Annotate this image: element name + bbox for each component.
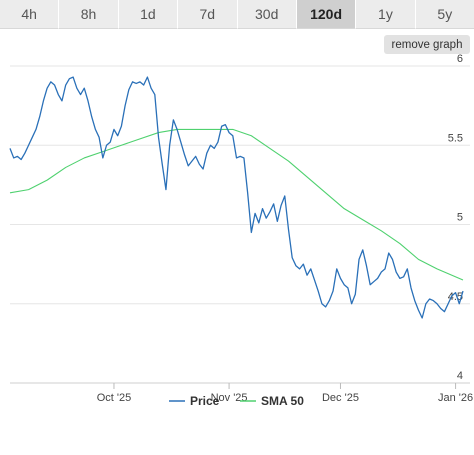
x-tick-label: Jan '26 [438,392,473,404]
tab-30d[interactable]: 30d [237,0,297,29]
tab-5y[interactable]: 5y [415,0,474,29]
tab-1y[interactable]: 1y [356,0,416,29]
legend-label-price: Price [190,394,220,408]
tab-1d[interactable]: 1d [118,0,179,29]
remove-graph-button[interactable]: remove graph [384,35,470,54]
y-tick-label: 4.5 [448,291,463,303]
grid-lines [10,65,470,384]
legend-label-sma50: SMA 50 [261,394,304,408]
y-tick-label: 5.5 [448,132,463,144]
x-tick-label: Nov '25 [211,392,248,404]
x-tick-label: Dec '25 [322,392,359,404]
y-tick-label: 4 [457,370,463,382]
x-tick-label: Oct '25 [97,392,132,404]
timeframe-tabs: 4h 8h 1d 7d 30d 120d 1y 5y [0,0,474,30]
y-axis-ticks: 4 4.5 5 5.5 6 [448,53,463,382]
tab-4h[interactable]: 4h [0,0,60,29]
legend: Price SMA 50 [169,394,304,408]
series-lines [9,76,464,319]
legend-item-sma50[interactable]: SMA 50 [240,394,304,408]
x-axis-ticks: Oct '25 Nov '25 Dec '25 Jan '26 [97,383,473,404]
tab-7d[interactable]: 7d [178,0,238,29]
sma50-line [9,128,464,281]
tab-8h[interactable]: 8h [59,0,119,29]
price-line [9,76,464,319]
y-tick-label: 6 [457,53,463,65]
legend-item-price[interactable]: Price [169,394,220,408]
tab-120d[interactable]: 120d [296,0,357,29]
y-tick-label: 5 [457,212,463,224]
